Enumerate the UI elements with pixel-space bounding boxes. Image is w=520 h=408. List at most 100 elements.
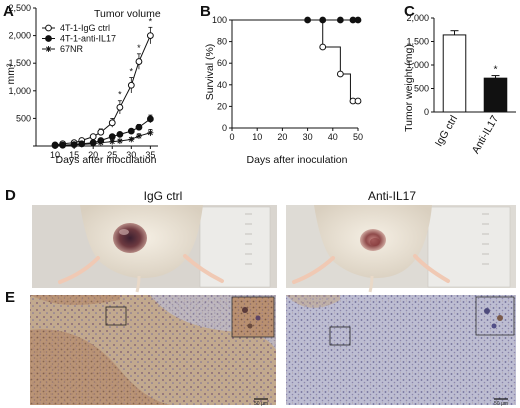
- chart-b-x-tick-label: 10: [252, 132, 262, 142]
- chart-a-x-tick-label: 25: [107, 150, 117, 160]
- chart-a-x-tick-label: 20: [88, 150, 98, 160]
- panel-letter-e: E: [5, 289, 15, 306]
- chart-b-ylabel: Survival (%): [204, 44, 216, 101]
- tumor-weight-chart: Tumor weight (mg) 0 500 1,000 1,500 2,000 IgG…: [403, 13, 516, 156]
- chart-b-y-tick-label: 20: [217, 101, 227, 111]
- chart-c-category-label: Anti-IL17: [470, 113, 501, 156]
- chart-b-x-tick-label: 0: [229, 132, 234, 142]
- chart-a-point-s2: [128, 136, 135, 143]
- chart-b-xlabel: Days after inoculation: [247, 154, 348, 166]
- chart-a-significance-star: *: [149, 16, 153, 26]
- chart-a-point-s0: [89, 133, 97, 141]
- chart-a-point-s2-stroke: [109, 139, 115, 145]
- mouse-photo-anti-il17: [286, 205, 516, 293]
- legend-marker-1: [45, 35, 52, 42]
- chart-b-y-tick-label: 80: [217, 37, 227, 47]
- chart-a-point-s2-stroke: [71, 142, 77, 148]
- chart-a-point-s2: [135, 133, 142, 140]
- panel-letter-a: A: [3, 3, 14, 20]
- chart-c-y-tick-label: 1,500: [406, 37, 429, 47]
- panel-letter-d: D: [5, 187, 16, 204]
- chart-a-point-s0: [116, 103, 124, 111]
- chart-b-x-tick-label: 40: [328, 132, 338, 142]
- chart-c-ylabel: Tumor weight (mg): [403, 44, 415, 132]
- chart-b-point-s1: [354, 16, 362, 24]
- chart-b-point-s1: [304, 16, 312, 24]
- chart-a-point-s1: [116, 131, 124, 138]
- chart-a-point-s2: [116, 138, 123, 145]
- chart-b-y-tick-label: 40: [217, 80, 227, 90]
- survival-chart: Survival (%) Days after inoculation 0 20 4…: [204, 15, 363, 166]
- panel-letter-b: B: [200, 3, 211, 20]
- chart-a-y-tick-label: 2,000: [8, 31, 31, 41]
- chart-b-x-tick-label: 30: [303, 132, 313, 142]
- chart-b-y-tick-label: 100: [212, 15, 227, 25]
- photo-d-right-title: Anti-IL17: [368, 189, 416, 203]
- chart-a-point-s2-stroke: [128, 136, 134, 142]
- chart-a-y-tick-label: 2,500: [8, 3, 31, 13]
- chart-a-point-s2-stroke: [79, 141, 85, 147]
- chart-c-y-tick-label: 500: [414, 84, 429, 94]
- legend-label-0: 4T-1-IgG ctrl: [60, 23, 110, 33]
- chart-a-y-tick-label: 1,500: [8, 58, 31, 68]
- chart-a-point-s2-stroke: [147, 130, 153, 136]
- chart-b-point-s0: [336, 70, 344, 78]
- chart-a-point-s1: [135, 123, 143, 131]
- chart-a-point-s2: [147, 129, 154, 136]
- chart-a-y-tick-label: 1,000: [8, 86, 31, 96]
- chart-a-title: Tumor volume: [94, 8, 161, 20]
- chart-c-significance-star: *: [493, 64, 497, 76]
- photo-d-left-title: IgG ctrl: [144, 189, 183, 203]
- chart-a-point-s0: [135, 58, 143, 65]
- chart-a-point-s2: [52, 142, 59, 149]
- legend-label-1: 4T-1-anti-IL17: [60, 34, 116, 44]
- chart-a-x-tick-label: 30: [126, 150, 136, 160]
- chart-a-point-s2: [71, 141, 78, 148]
- ihc-micrograph-anti-il17: 50 µm: [286, 295, 516, 407]
- legend-label-2: 67NR: [60, 44, 84, 54]
- mouse-photo-igg: [32, 205, 277, 293]
- legend-marker-2-stroke: [45, 46, 52, 52]
- chart-a-point-s2-stroke: [52, 142, 58, 148]
- chart-c-y-tick-label: 0: [424, 107, 429, 117]
- chart-a-ylabel: mm³: [5, 63, 17, 84]
- chart-b-point-s1: [319, 16, 327, 24]
- chart-b-x-tick-label: 20: [277, 132, 287, 142]
- ihc-micrograph-igg: 50 µm: [30, 295, 276, 407]
- scale-bar-right: 50 µm: [494, 401, 508, 407]
- chart-a-significance-star: *: [137, 43, 141, 53]
- chart-a-significance-star: *: [118, 90, 122, 100]
- chart-a-x-tick-label: 10: [50, 150, 60, 160]
- chart-c-bar-1: [483, 77, 508, 113]
- chart-a-xlabel: Days after inoculation: [56, 154, 157, 166]
- chart-a-point-s0: [108, 119, 116, 127]
- tumor-volume-chart: Tumor volume mm³ Days after inoculation …: [5, 3, 161, 166]
- chart-a-point-s2-stroke: [90, 141, 96, 147]
- chart-b-y-tick-label: 60: [217, 58, 227, 68]
- chart-a-point-s0: [146, 32, 154, 39]
- chart-a-point-s2: [59, 142, 66, 149]
- chart-a-point-s2-stroke: [136, 133, 142, 139]
- chart-a-point-s1: [146, 115, 154, 123]
- chart-a-point-s0: [127, 81, 135, 89]
- legend-marker-2: [45, 46, 52, 52]
- chart-b-point-s0: [319, 43, 327, 51]
- chart-a-point-s2-stroke: [117, 138, 123, 144]
- chart-a-point-s1: [127, 127, 135, 135]
- scale-bar-left: 50 µm: [254, 401, 268, 407]
- chart-a-x-tick-label: 35: [145, 150, 155, 160]
- chart-a-x-tick-label: 15: [69, 150, 79, 160]
- chart-b-point-s1: [336, 16, 344, 24]
- chart-b-y-tick-label: 0: [222, 123, 227, 133]
- panel-letter-c: C: [404, 3, 415, 20]
- chart-c-y-tick-label: 1,000: [406, 60, 429, 70]
- legend-marker-0: [45, 24, 52, 32]
- chart-a-point-s2: [90, 140, 97, 147]
- chart-c-category-label: IgG ctrl: [433, 114, 460, 149]
- chart-a-point-s2: [78, 141, 85, 148]
- chart-a-point-s0: [97, 128, 105, 136]
- chart-c-y-tick-label: 2,000: [406, 13, 429, 23]
- chart-a-point-s2: [109, 138, 116, 145]
